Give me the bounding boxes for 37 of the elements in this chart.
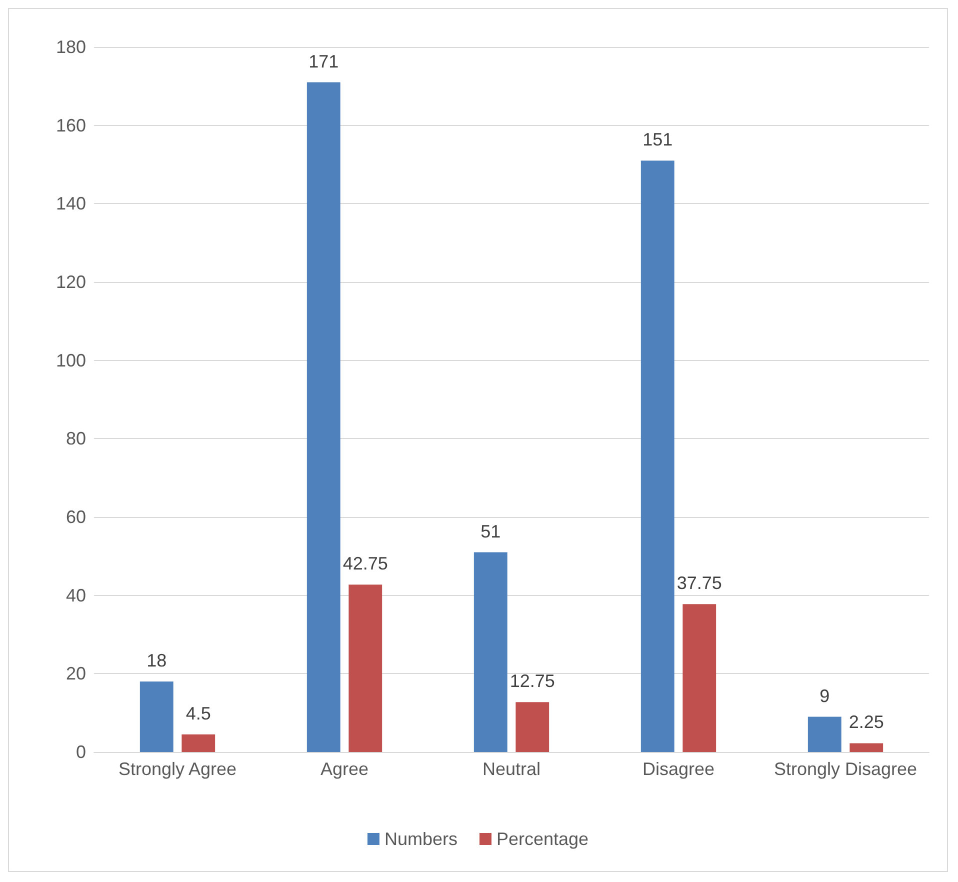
y-tick-label: 80 (66, 428, 86, 449)
y-tick-label: 40 (66, 585, 86, 606)
y-tick-label: 120 (56, 272, 86, 292)
bar (348, 584, 382, 752)
y-tick-label: 100 (56, 350, 86, 370)
bar (850, 743, 884, 752)
y-tick-label: 60 (66, 507, 86, 527)
data-label: 2.25 (848, 712, 884, 732)
data-label: 12.75 (510, 671, 555, 692)
y-tick-label: 180 (56, 37, 86, 57)
bar (306, 82, 340, 752)
legend-label: Percentage (496, 829, 589, 849)
data-label: 171 (308, 51, 339, 72)
x-tick-label: Neutral (482, 759, 541, 779)
y-tick-label: 140 (56, 194, 86, 214)
y-tick-label: 160 (56, 115, 86, 136)
legend-label: Numbers (384, 829, 458, 849)
bar (474, 552, 508, 752)
x-tick-label: Agree (320, 759, 369, 779)
data-label: 4.5 (186, 703, 211, 724)
x-tick-label: Strongly Agree (118, 759, 237, 779)
y-tick-label: 20 (66, 664, 86, 684)
data-label: 151 (642, 130, 673, 150)
data-label: 51 (480, 521, 501, 542)
bar (640, 160, 674, 752)
data-label: 42.75 (342, 554, 388, 574)
x-tick-label: Disagree (642, 759, 715, 779)
bar (682, 604, 716, 752)
data-label: 37.75 (676, 573, 722, 594)
y-tick-label: 0 (76, 742, 86, 762)
data-label: 9 (820, 686, 830, 706)
bar (182, 734, 216, 752)
bar (808, 716, 842, 752)
data-label: 18 (146, 650, 167, 670)
bar (516, 702, 550, 752)
x-tick-label: Strongly Disagree (774, 759, 918, 779)
bar (140, 682, 174, 752)
